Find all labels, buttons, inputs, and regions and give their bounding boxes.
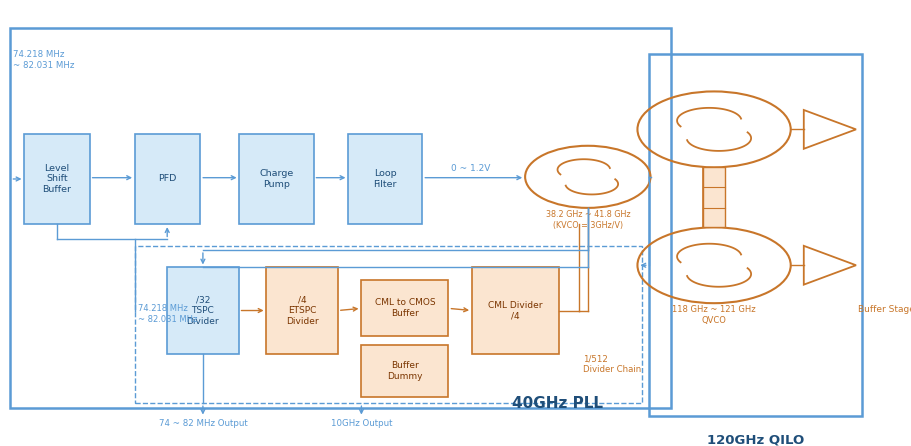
Text: 0 ~ 1.2V: 0 ~ 1.2V bbox=[450, 164, 489, 173]
FancyBboxPatch shape bbox=[167, 268, 239, 354]
Text: Buffer
Dummy: Buffer Dummy bbox=[387, 361, 422, 381]
Text: Level
Shift
Buffer: Level Shift Buffer bbox=[43, 164, 71, 194]
Text: /32
TSPC
Divider: /32 TSPC Divider bbox=[187, 295, 219, 326]
Text: 74.218 MHz
~ 82.031 MHz: 74.218 MHz ~ 82.031 MHz bbox=[13, 50, 75, 70]
Text: 120GHz QILO: 120GHz QILO bbox=[706, 434, 804, 446]
Text: 74.218 MHz
~ 82.031 MHz: 74.218 MHz ~ 82.031 MHz bbox=[138, 304, 197, 324]
Text: PFD: PFD bbox=[159, 174, 177, 183]
Text: Charge
Pump: Charge Pump bbox=[259, 169, 293, 189]
FancyBboxPatch shape bbox=[135, 134, 200, 224]
Text: CML to CMOS
Buffer: CML to CMOS Buffer bbox=[374, 298, 435, 318]
FancyBboxPatch shape bbox=[361, 281, 448, 336]
FancyBboxPatch shape bbox=[240, 134, 313, 224]
Text: Loop
Filter: Loop Filter bbox=[374, 169, 396, 189]
Text: Buffer Stage: Buffer Stage bbox=[857, 306, 911, 314]
Text: 38.2 GHz ~ 41.8 GHz
(KVCO = 3GHz/V): 38.2 GHz ~ 41.8 GHz (KVCO = 3GHz/V) bbox=[545, 210, 630, 230]
FancyBboxPatch shape bbox=[702, 167, 724, 227]
Text: 118 GHz ~ 121 GHz
QVCO: 118 GHz ~ 121 GHz QVCO bbox=[671, 306, 755, 326]
FancyBboxPatch shape bbox=[472, 268, 558, 354]
Text: 40GHz PLL: 40GHz PLL bbox=[511, 396, 602, 411]
Text: 74 ~ 82 MHz Output: 74 ~ 82 MHz Output bbox=[159, 419, 247, 428]
Text: /4
ETSPC
Divider: /4 ETSPC Divider bbox=[285, 295, 318, 326]
FancyBboxPatch shape bbox=[348, 134, 422, 224]
Text: CML Divider
/4: CML Divider /4 bbox=[487, 301, 542, 320]
Text: 10GHz Output: 10GHz Output bbox=[331, 419, 392, 428]
FancyBboxPatch shape bbox=[361, 345, 448, 397]
Text: 1/512
Divider Chain: 1/512 Divider Chain bbox=[583, 355, 641, 375]
FancyBboxPatch shape bbox=[266, 268, 337, 354]
FancyBboxPatch shape bbox=[25, 134, 89, 224]
